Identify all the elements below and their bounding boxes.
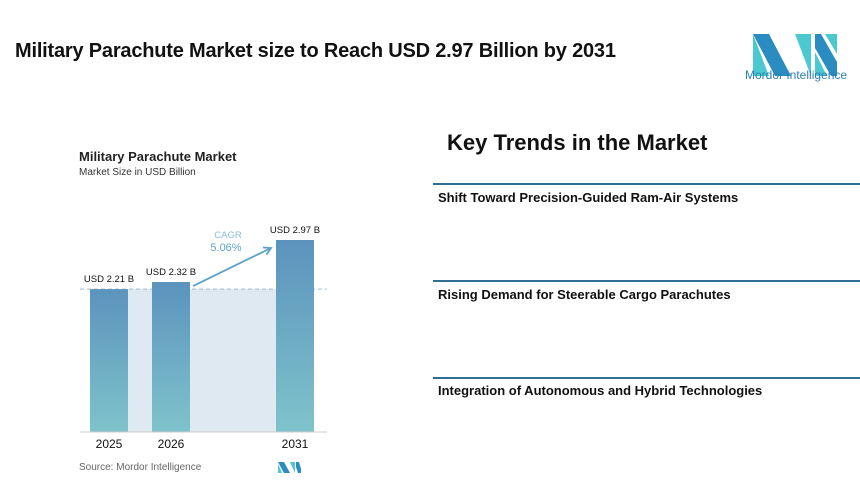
trend-item: Integration of Autonomous and Hybrid Tec…	[438, 383, 763, 398]
chart-title: Military Parachute Market	[79, 149, 237, 164]
bar-chart: USD 2.21 B 2025 USD 2.32 B 2026 USD 2.97 B 20…	[80, 225, 327, 473]
bar-2026	[152, 282, 190, 432]
logo-text: Mordor Intelligence	[745, 68, 848, 82]
cagr-arrow	[192, 246, 273, 287]
data-label: USD 2.21 B	[84, 274, 134, 285]
divider	[433, 280, 860, 282]
bar-2031	[276, 240, 314, 432]
x-tick-label: 2026	[158, 437, 185, 451]
trend-item: Shift Toward Precision-Guided Ram-Air Sy…	[438, 190, 739, 205]
page-title: Military Parachute Market size to Reach …	[15, 40, 616, 62]
cagr-label: CAGR	[214, 230, 242, 241]
x-tick-label: 2031	[282, 437, 309, 451]
divider	[433, 377, 860, 379]
data-label: USD 2.32 B	[146, 267, 196, 278]
mordor-logo-icon	[753, 34, 837, 76]
chart-source: Source: Mordor Intelligence	[79, 462, 202, 473]
divider	[433, 183, 860, 185]
data-label: USD 2.97 B	[270, 225, 320, 236]
cagr-value: 5.06%	[210, 242, 241, 254]
bar-2025	[90, 289, 128, 432]
chart-subtitle: Market Size in USD Billion	[79, 167, 196, 178]
trends-title: Key Trends in the Market	[447, 130, 708, 155]
x-tick-label: 2025	[96, 437, 123, 451]
mordor-mini-logo-icon	[278, 462, 301, 473]
trend-item: Rising Demand for Steerable Cargo Parach…	[438, 287, 731, 302]
